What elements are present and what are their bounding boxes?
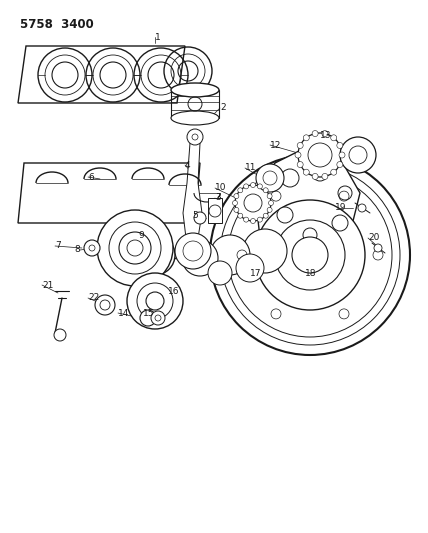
- Text: 1: 1: [155, 33, 161, 42]
- Circle shape: [250, 219, 256, 223]
- Circle shape: [238, 213, 243, 218]
- Circle shape: [337, 142, 343, 149]
- Circle shape: [340, 137, 376, 173]
- Circle shape: [234, 193, 239, 199]
- Circle shape: [263, 188, 268, 193]
- Text: 17: 17: [250, 269, 262, 278]
- Text: 6: 6: [88, 173, 94, 182]
- Text: 8: 8: [74, 246, 80, 254]
- Polygon shape: [255, 148, 360, 253]
- Circle shape: [210, 235, 250, 275]
- Circle shape: [292, 237, 328, 273]
- Text: 21: 21: [42, 280, 54, 289]
- Circle shape: [232, 200, 238, 206]
- Circle shape: [303, 135, 309, 141]
- Circle shape: [332, 215, 348, 231]
- Circle shape: [358, 204, 366, 212]
- Circle shape: [255, 200, 365, 310]
- Circle shape: [97, 210, 173, 286]
- Text: 2: 2: [220, 103, 226, 112]
- Circle shape: [337, 161, 343, 167]
- Circle shape: [208, 261, 232, 285]
- Circle shape: [182, 240, 218, 276]
- Text: 22: 22: [88, 294, 99, 303]
- Text: 4: 4: [185, 160, 190, 169]
- Polygon shape: [18, 163, 200, 223]
- Circle shape: [267, 207, 272, 212]
- Circle shape: [238, 188, 243, 193]
- Circle shape: [234, 207, 239, 212]
- Circle shape: [140, 310, 156, 326]
- Circle shape: [250, 182, 256, 188]
- Text: 5: 5: [192, 211, 198, 220]
- Text: 5758  3400: 5758 3400: [20, 18, 94, 31]
- Text: 13: 13: [320, 132, 332, 141]
- Circle shape: [263, 213, 268, 218]
- Circle shape: [54, 329, 66, 341]
- Circle shape: [95, 295, 115, 315]
- Circle shape: [374, 244, 382, 252]
- Circle shape: [243, 229, 287, 273]
- Circle shape: [175, 233, 211, 269]
- Circle shape: [338, 186, 352, 200]
- Circle shape: [257, 184, 262, 189]
- Text: 18: 18: [305, 269, 316, 278]
- Circle shape: [268, 200, 273, 206]
- Circle shape: [297, 142, 303, 149]
- Circle shape: [256, 164, 284, 192]
- Circle shape: [127, 273, 183, 329]
- Polygon shape: [208, 198, 222, 223]
- Text: 7: 7: [55, 241, 61, 251]
- Text: 15: 15: [143, 309, 155, 318]
- Circle shape: [244, 184, 249, 189]
- Circle shape: [236, 254, 264, 282]
- Text: 10: 10: [215, 183, 226, 192]
- Circle shape: [244, 217, 249, 222]
- Circle shape: [303, 169, 309, 175]
- Ellipse shape: [171, 83, 219, 97]
- Circle shape: [331, 135, 337, 141]
- Circle shape: [277, 207, 293, 223]
- Text: 20: 20: [368, 233, 379, 243]
- Text: 14: 14: [118, 309, 129, 318]
- Circle shape: [210, 155, 410, 355]
- Circle shape: [339, 152, 345, 158]
- Circle shape: [298, 133, 342, 177]
- Text: 16: 16: [168, 287, 179, 295]
- Ellipse shape: [171, 111, 219, 125]
- Polygon shape: [18, 46, 185, 103]
- Text: 19: 19: [335, 204, 347, 213]
- Circle shape: [135, 235, 175, 275]
- Text: 11: 11: [245, 164, 256, 173]
- Circle shape: [295, 152, 301, 158]
- Circle shape: [312, 131, 318, 136]
- Circle shape: [84, 240, 100, 256]
- Circle shape: [151, 311, 165, 325]
- Circle shape: [257, 217, 262, 222]
- Circle shape: [322, 173, 328, 180]
- Circle shape: [235, 185, 271, 221]
- Circle shape: [297, 161, 303, 167]
- Circle shape: [331, 169, 337, 175]
- Text: 9: 9: [138, 231, 144, 240]
- Circle shape: [187, 129, 203, 145]
- Text: 12: 12: [270, 141, 281, 149]
- Circle shape: [322, 131, 328, 136]
- Circle shape: [312, 165, 328, 181]
- Circle shape: [267, 193, 272, 199]
- Circle shape: [312, 173, 318, 180]
- Text: 3: 3: [215, 193, 221, 203]
- Circle shape: [194, 212, 206, 224]
- Circle shape: [303, 228, 317, 242]
- Polygon shape: [183, 143, 202, 243]
- Circle shape: [281, 169, 299, 187]
